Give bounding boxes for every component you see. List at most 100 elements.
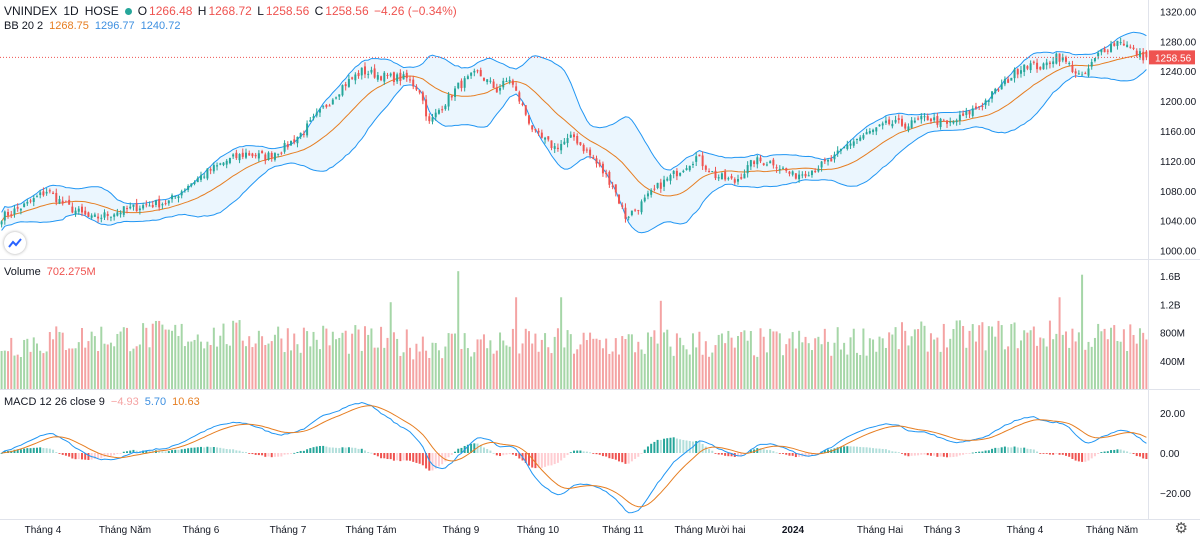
- volume-bar: [926, 351, 929, 389]
- candle: [26, 201, 29, 204]
- macd-histogram-bar: [785, 453, 788, 455]
- macd-line-value: 5.70: [144, 396, 167, 408]
- candle: [183, 189, 186, 191]
- volume-bar: [206, 341, 209, 389]
- candle: [650, 190, 653, 195]
- macd-histogram-bar: [978, 451, 981, 453]
- candle: [984, 100, 987, 106]
- macd-histogram-bar: [669, 437, 672, 453]
- candle: [232, 154, 235, 157]
- volume-bar: [68, 348, 71, 389]
- macd-histogram-bar: [897, 452, 900, 453]
- macd-histogram-bar: [325, 446, 328, 453]
- volume-bar: [901, 322, 903, 389]
- volume-bar: [421, 336, 424, 389]
- macd-histogram-bar: [466, 444, 469, 453]
- volume-bar: [595, 338, 598, 389]
- volume-bar: [466, 348, 469, 389]
- macd-histogram-bar: [994, 447, 997, 453]
- interval[interactable]: 1D: [63, 4, 79, 18]
- candle: [537, 130, 540, 133]
- volume-bar: [888, 332, 891, 389]
- time-axis-label: Tháng 3: [924, 525, 961, 536]
- macd-legend[interactable]: MACD 12 26 close 9 −4.93 5.70 10.63: [4, 396, 200, 408]
- macd-histogram-bar: [1029, 449, 1032, 453]
- candle: [322, 106, 325, 108]
- macd-histogram-bar: [171, 450, 174, 453]
- gear-icon[interactable]: ⚙: [1174, 520, 1188, 537]
- macd-histogram-bar: [524, 453, 527, 464]
- macd-histogram-bar: [968, 453, 971, 454]
- candle: [646, 193, 649, 197]
- candle: [685, 168, 688, 171]
- candle: [93, 214, 96, 217]
- macd-histogram-bar: [431, 453, 434, 471]
- candle: [743, 173, 746, 179]
- candle: [257, 153, 260, 159]
- candle: [958, 114, 961, 121]
- macd-histogram-bar: [527, 453, 530, 466]
- candle: [405, 72, 408, 79]
- volume-bar: [527, 331, 530, 389]
- volume-bar: [865, 355, 868, 389]
- macd-histogram-bar: [61, 453, 64, 455]
- volume-bar: [100, 326, 103, 389]
- candle: [614, 184, 617, 193]
- macd-histogram-bar: [1032, 449, 1035, 453]
- volume-bar: [476, 339, 479, 389]
- macd-histogram-bar: [183, 448, 186, 453]
- macd-histogram-bar: [441, 453, 444, 465]
- volume-bar: [52, 339, 55, 389]
- volume-bar: [949, 338, 952, 389]
- macd-histogram-bar: [502, 453, 505, 456]
- macd-histogram-bar: [129, 450, 132, 453]
- volume-bar: [138, 344, 141, 389]
- macd-histogram-bar: [380, 453, 383, 459]
- volume-legend[interactable]: Volume 702.275M: [4, 266, 96, 278]
- tradingview-logo-icon[interactable]: [4, 232, 26, 254]
- macd-histogram-bar: [19, 449, 22, 453]
- candle: [1003, 79, 1006, 85]
- candle: [592, 157, 595, 159]
- volume-bar: [29, 351, 32, 389]
- macd-histogram-bar: [29, 448, 32, 453]
- candle: [241, 152, 244, 157]
- macd-histogram-bar: [807, 453, 810, 457]
- macd-histogram-bar: [280, 453, 283, 457]
- macd-histogram-bar: [810, 453, 813, 456]
- macd-histogram-bar: [1135, 453, 1138, 457]
- volume-bar: [177, 335, 180, 389]
- volume-bar: [145, 327, 148, 389]
- candle: [42, 191, 45, 196]
- volume-bar: [656, 343, 659, 389]
- volume-bar: [84, 347, 87, 389]
- macd-histogram-bar: [270, 453, 273, 458]
- volume-bar: [598, 339, 601, 389]
- volume-bar: [746, 340, 749, 389]
- candle: [740, 177, 743, 179]
- macd-histogram-bar: [437, 453, 440, 467]
- candle: [325, 104, 328, 107]
- macd-histogram-bar: [87, 453, 90, 460]
- volume-bar: [1039, 337, 1042, 389]
- volume-bar: [675, 333, 678, 389]
- symbol-name[interactable]: VNINDEX: [4, 4, 58, 18]
- volume-bar: [1103, 328, 1106, 389]
- macd-histogram-bar: [460, 447, 463, 453]
- volume-bar: [228, 345, 231, 389]
- bb-legend[interactable]: BB 20 2 1268.75 1296.77 1240.72: [4, 20, 180, 32]
- volume-bar: [933, 339, 936, 389]
- candle: [698, 154, 701, 157]
- time-axis-label: Tháng Hai: [857, 525, 903, 536]
- volume-bar: [859, 354, 862, 389]
- volume-bar: [347, 353, 350, 389]
- last-price-label: 1258.56: [1155, 53, 1192, 64]
- volume-bar: [634, 352, 637, 389]
- macd-histogram-bar: [363, 450, 366, 453]
- macd-histogram-bar: [190, 447, 193, 453]
- macd-histogram-bar: [917, 453, 920, 456]
- macd-histogram-bar: [23, 448, 26, 453]
- candle: [318, 108, 321, 113]
- candle: [7, 211, 10, 216]
